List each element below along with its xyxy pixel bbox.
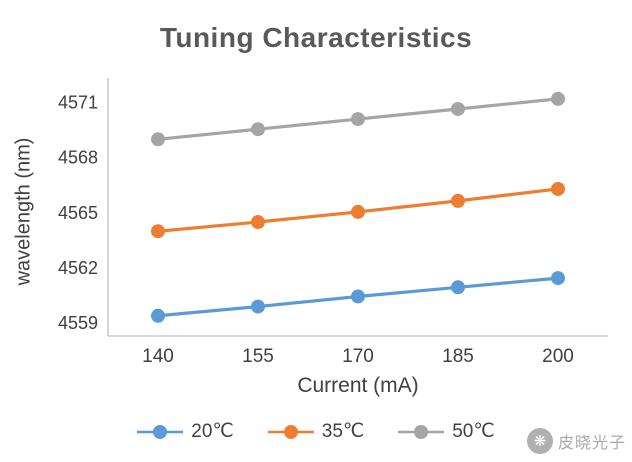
watermark-text: 皮晓光子 [557, 435, 626, 452]
data-point [251, 299, 265, 314]
data-point [351, 289, 365, 304]
data-point [351, 204, 365, 219]
data-point [551, 181, 565, 196]
data-point [451, 193, 465, 208]
x-tick-label: 200 [542, 346, 574, 367]
x-tick-label: 140 [142, 346, 174, 367]
y-tick-label: 4559 [58, 313, 98, 333]
x-tick-label: 155 [242, 346, 274, 367]
legend-item-2[interactable]: 50℃ [398, 420, 495, 443]
data-point [451, 101, 465, 116]
y-tick-label: 4565 [58, 203, 98, 223]
data-point [151, 224, 165, 239]
legend-label: 35℃ [321, 421, 365, 442]
watermark: ❋ 皮晓光子 [526, 428, 626, 454]
watermark-logo-icon: ❋ [526, 428, 553, 454]
legend-item-1[interactable]: 35℃ [267, 420, 365, 443]
legend: 20℃ 35℃ 50℃ [0, 420, 632, 443]
legend-item-0[interactable]: 20℃ [137, 420, 234, 443]
data-point [551, 91, 565, 106]
x-tick-label: 185 [442, 346, 474, 367]
data-point [251, 215, 265, 230]
legend-marker-icon [398, 424, 445, 439]
data-point [351, 112, 365, 127]
legend-label: 50℃ [452, 421, 495, 442]
data-point [251, 122, 265, 137]
legend-label: 20℃ [191, 421, 234, 442]
legend-marker-icon [137, 424, 184, 439]
y-tick-label: 4562 [58, 258, 98, 278]
data-point [451, 280, 465, 295]
y-tick-label: 4571 [58, 93, 98, 113]
y-tick-label: 4568 [58, 148, 98, 168]
data-point [151, 132, 165, 147]
data-point [151, 308, 165, 323]
x-tick-label: 170 [342, 346, 374, 367]
x-axis-label: Current (mA) [297, 374, 419, 397]
legend-marker-icon [267, 424, 314, 439]
data-point [551, 271, 565, 286]
chart-title: Tuning Characteristics [159, 22, 473, 53]
